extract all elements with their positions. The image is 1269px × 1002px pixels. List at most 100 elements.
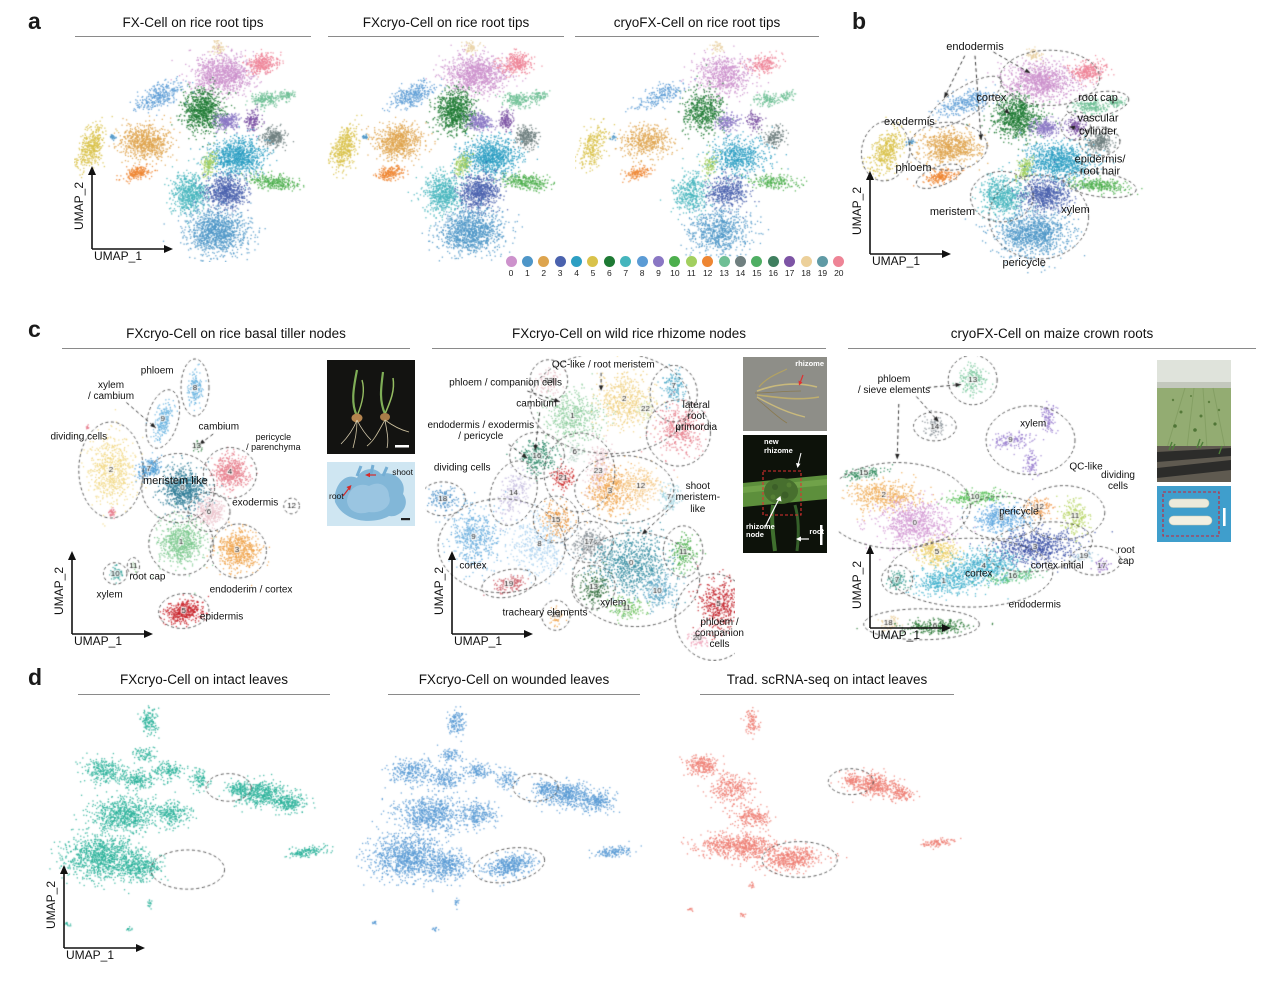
panel-d-plot1-title: FXcryo-Cell on intact leaves <box>119 672 289 687</box>
legend-color-dot <box>636 256 648 267</box>
photo-rhizome-plant: rhizome <box>743 357 827 431</box>
panel-c-plot3-title: cryoFX-Cell on maize crown roots <box>950 326 1154 341</box>
legend-item: 16 <box>767 256 779 278</box>
legend-item: 8 <box>636 256 648 278</box>
legend-cluster-number: 19 <box>817 268 828 278</box>
photo-maize-field <box>1157 360 1231 482</box>
x-axis-label: UMAP_1 <box>872 254 921 268</box>
legend-color-dot <box>521 256 533 267</box>
legend-cluster-number: 20 <box>834 268 844 278</box>
legend-item: 17 <box>784 256 796 278</box>
axis-arrows-panel-b: UMAP_2 UMAP_1 <box>850 168 956 268</box>
legend-color-dot <box>603 256 615 267</box>
legend-cluster-number: 18 <box>801 268 811 278</box>
legend-cluster-number: 10 <box>670 268 680 278</box>
legend-item: 1 <box>521 256 533 278</box>
scale-bar <box>1223 508 1226 526</box>
highlight-dashed-rect <box>1162 491 1220 537</box>
panel-d-plot3-title: Trad. scRNA-seq on intact leaves <box>726 672 928 687</box>
legend-item: 15 <box>751 256 763 278</box>
umap-plot-wounded-leaves <box>355 700 655 955</box>
rhizome-node-graphic <box>743 435 827 553</box>
photo-tiller-node-section: shoot root <box>327 462 415 526</box>
legend-color-dot <box>784 256 796 267</box>
legend-cluster-number: 13 <box>719 268 729 278</box>
new-rhizome-label: new rhizome <box>764 437 793 455</box>
legend-cluster-number: 16 <box>768 268 778 278</box>
legend-item: 9 <box>653 256 665 278</box>
x-axis-label: UMAP_1 <box>66 948 115 962</box>
umap-canvas <box>425 356 735 661</box>
scale-bar <box>820 525 823 545</box>
legend-cluster-number: 15 <box>752 268 762 278</box>
umap-plot-fxcryo-cell-rice-root <box>327 40 565 262</box>
legend-item: 11 <box>685 256 697 278</box>
legend-cluster-number: 7 <box>623 268 629 278</box>
legend-cluster-number: 17 <box>784 268 795 278</box>
photo-rice-seedlings <box>327 360 415 454</box>
x-axis-label: UMAP_1 <box>454 634 503 648</box>
y-axis-label: UMAP_2 <box>44 880 59 930</box>
title-underline <box>575 36 819 37</box>
legend-item: 13 <box>718 256 730 278</box>
umap-canvas <box>327 40 565 262</box>
legend-color-dot <box>734 256 746 267</box>
umap-plot-intact-leaves <box>48 700 348 955</box>
legend-item: 14 <box>734 256 746 278</box>
photo-rhizome-node: new rhizome rhizome node root <box>743 435 827 553</box>
title-underline <box>78 694 330 695</box>
highlight-dashed-rect <box>762 470 802 516</box>
axis-arrow-icon <box>866 545 951 632</box>
legend-cluster-number: 11 <box>686 268 696 278</box>
legend-cluster-number: 2 <box>541 268 547 278</box>
legend-color-dot <box>800 256 812 267</box>
umap-canvas <box>575 40 813 262</box>
legend-item: 3 <box>554 256 566 278</box>
axis-arrow-icon <box>866 171 951 258</box>
panel-a-plot2-title: FXcryo-Cell on rice root tips <box>362 15 530 30</box>
maize-field-graphic <box>1157 360 1231 482</box>
axis-arrows-panel-c1: UMAP_2 UMAP_1 <box>52 548 158 648</box>
panel-a-letter: a <box>28 8 41 34</box>
title-underline <box>700 694 954 695</box>
y-axis-label: UMAP_2 <box>52 566 67 616</box>
root-label: root <box>329 491 344 501</box>
title-underline <box>388 694 640 695</box>
title-underline <box>75 36 311 37</box>
histology-section-graphic <box>327 462 415 526</box>
axis-arrows-panel-c2: UMAP_2 UMAP_1 <box>432 548 538 648</box>
legend-item: 4 <box>571 256 583 278</box>
y-axis-label: UMAP_2 <box>850 560 865 610</box>
cluster-legend: 0 1 2 3 4 5 6 7 8 9 10 11 12 13 14 15 16 17 18 19 20 <box>505 256 845 278</box>
photo-crown-roots <box>1157 486 1231 542</box>
crown-roots-graphic <box>1157 486 1231 542</box>
legend-cluster-number: 1 <box>525 268 530 278</box>
legend-item: 0 <box>505 256 517 278</box>
legend-item: 19 <box>816 256 828 278</box>
legend-color-dot <box>554 256 566 267</box>
umap-canvas <box>852 26 1262 274</box>
scale-bar <box>401 518 410 521</box>
panel-a-plot3-title: cryoFX-Cell on rice root tips <box>613 15 781 30</box>
umap-plot-trad-scrnaseq-leaves <box>662 700 962 955</box>
scale-bar <box>395 445 409 448</box>
title-underline <box>432 348 826 349</box>
rhizome-label: rhizome <box>795 359 824 368</box>
rhizome-plant-graphic <box>743 357 827 431</box>
legend-item: 10 <box>669 256 681 278</box>
panel-c-letter: c <box>28 316 41 342</box>
legend-item: 2 <box>538 256 550 278</box>
legend-item: 7 <box>620 256 632 278</box>
legend-cluster-number: 8 <box>639 268 645 278</box>
umap-canvas <box>662 700 962 955</box>
axis-arrows-panel-a: UMAP_2 UMAP_1 <box>72 163 178 263</box>
legend-color-dot <box>538 256 550 267</box>
panel-d-letter: d <box>28 664 43 690</box>
legend-cluster-number: 5 <box>590 268 596 278</box>
legend-cluster-number: 14 <box>735 268 746 278</box>
axis-arrows-panel-c3: UMAP_2 UMAP_1 <box>850 542 956 642</box>
axis-arrow-icon <box>68 551 153 638</box>
umap-canvas <box>48 700 348 955</box>
panel-c-plot1-title: FXcryo-Cell on rice basal tiller nodes <box>126 326 346 341</box>
legend-color-dot <box>718 256 730 267</box>
